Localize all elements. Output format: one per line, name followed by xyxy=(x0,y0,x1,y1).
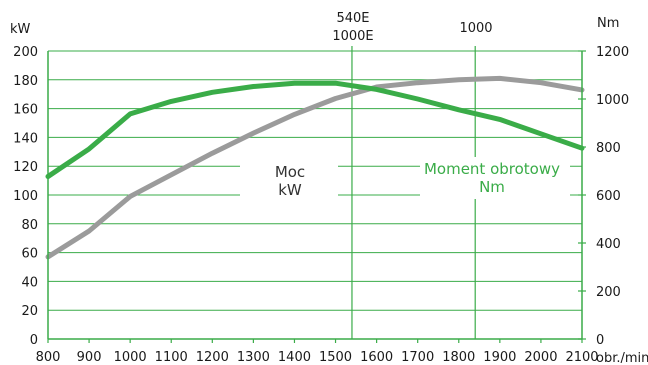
y-left-tick-140: 140 xyxy=(13,131,38,146)
series-label-backgrounds xyxy=(240,157,570,204)
x-tick-1300: 1300 xyxy=(237,350,270,365)
y-left-tick-0: 0 xyxy=(30,333,38,348)
x-tick-1500: 1500 xyxy=(319,350,352,365)
marker-label-2-line1: 1000 xyxy=(459,21,492,36)
y-left-tick-120: 120 xyxy=(13,160,38,175)
torque-series-line xyxy=(45,80,585,179)
torque-label-background xyxy=(420,157,570,199)
x-tick-2100: 2100 xyxy=(565,350,598,365)
y-left-tick-100: 100 xyxy=(13,189,38,204)
left-axis-unit: kW xyxy=(10,22,31,37)
right-axis-unit: Nm xyxy=(597,16,619,31)
y-left-tick-80: 80 xyxy=(21,218,38,233)
series-lines xyxy=(45,75,585,260)
x-axis-unit: obr./min xyxy=(596,351,648,365)
marker-label-1-line2: 1000E xyxy=(332,29,373,44)
x-tick-1100: 1100 xyxy=(155,350,188,365)
x-tick-1900: 1900 xyxy=(483,350,516,365)
y-right-tick-0: 0 xyxy=(596,333,604,348)
x-tick-2000: 2000 xyxy=(524,350,557,365)
y-right-tick-1200: 1200 xyxy=(596,45,629,60)
x-tick-900: 900 xyxy=(77,350,102,365)
x-tick-1600: 1600 xyxy=(360,350,393,365)
y-right-tick-600: 600 xyxy=(596,189,621,204)
y-left-tick-180: 180 xyxy=(13,74,38,89)
y-right-tick-200: 200 xyxy=(596,285,621,300)
y-left-tick-200: 200 xyxy=(13,45,38,60)
power-series-label-line1: Moc xyxy=(275,163,305,181)
y-left-tick-60: 60 xyxy=(21,247,38,262)
x-tick-1000: 1000 xyxy=(114,350,147,365)
y-left-tick-160: 160 xyxy=(13,103,38,118)
x-tick-1700: 1700 xyxy=(401,350,434,365)
torque-series-label-line1: Moment obrotowy xyxy=(424,160,560,178)
x-tick-1800: 1800 xyxy=(442,350,475,365)
x-tick-800: 800 xyxy=(36,350,61,365)
x-tick-1400: 1400 xyxy=(278,350,311,365)
power-label-background xyxy=(240,158,338,204)
y-right-tick-1000: 1000 xyxy=(596,93,629,108)
marker-label-1-line1: 540E xyxy=(336,11,369,26)
power-series-line xyxy=(45,75,585,260)
y-right-tick-400: 400 xyxy=(596,237,621,252)
y-left-tick-20: 20 xyxy=(21,304,38,319)
tick-labels: 0204060801001201401601802000200400600800… xyxy=(13,45,629,365)
torque-series-label-line2: Nm xyxy=(479,178,505,196)
y-left-tick-40: 40 xyxy=(21,275,38,290)
x-tick-1200: 1200 xyxy=(196,350,229,365)
axes xyxy=(47,50,586,343)
y-right-tick-800: 800 xyxy=(596,141,621,156)
power-series-label-line2: kW xyxy=(278,181,302,199)
